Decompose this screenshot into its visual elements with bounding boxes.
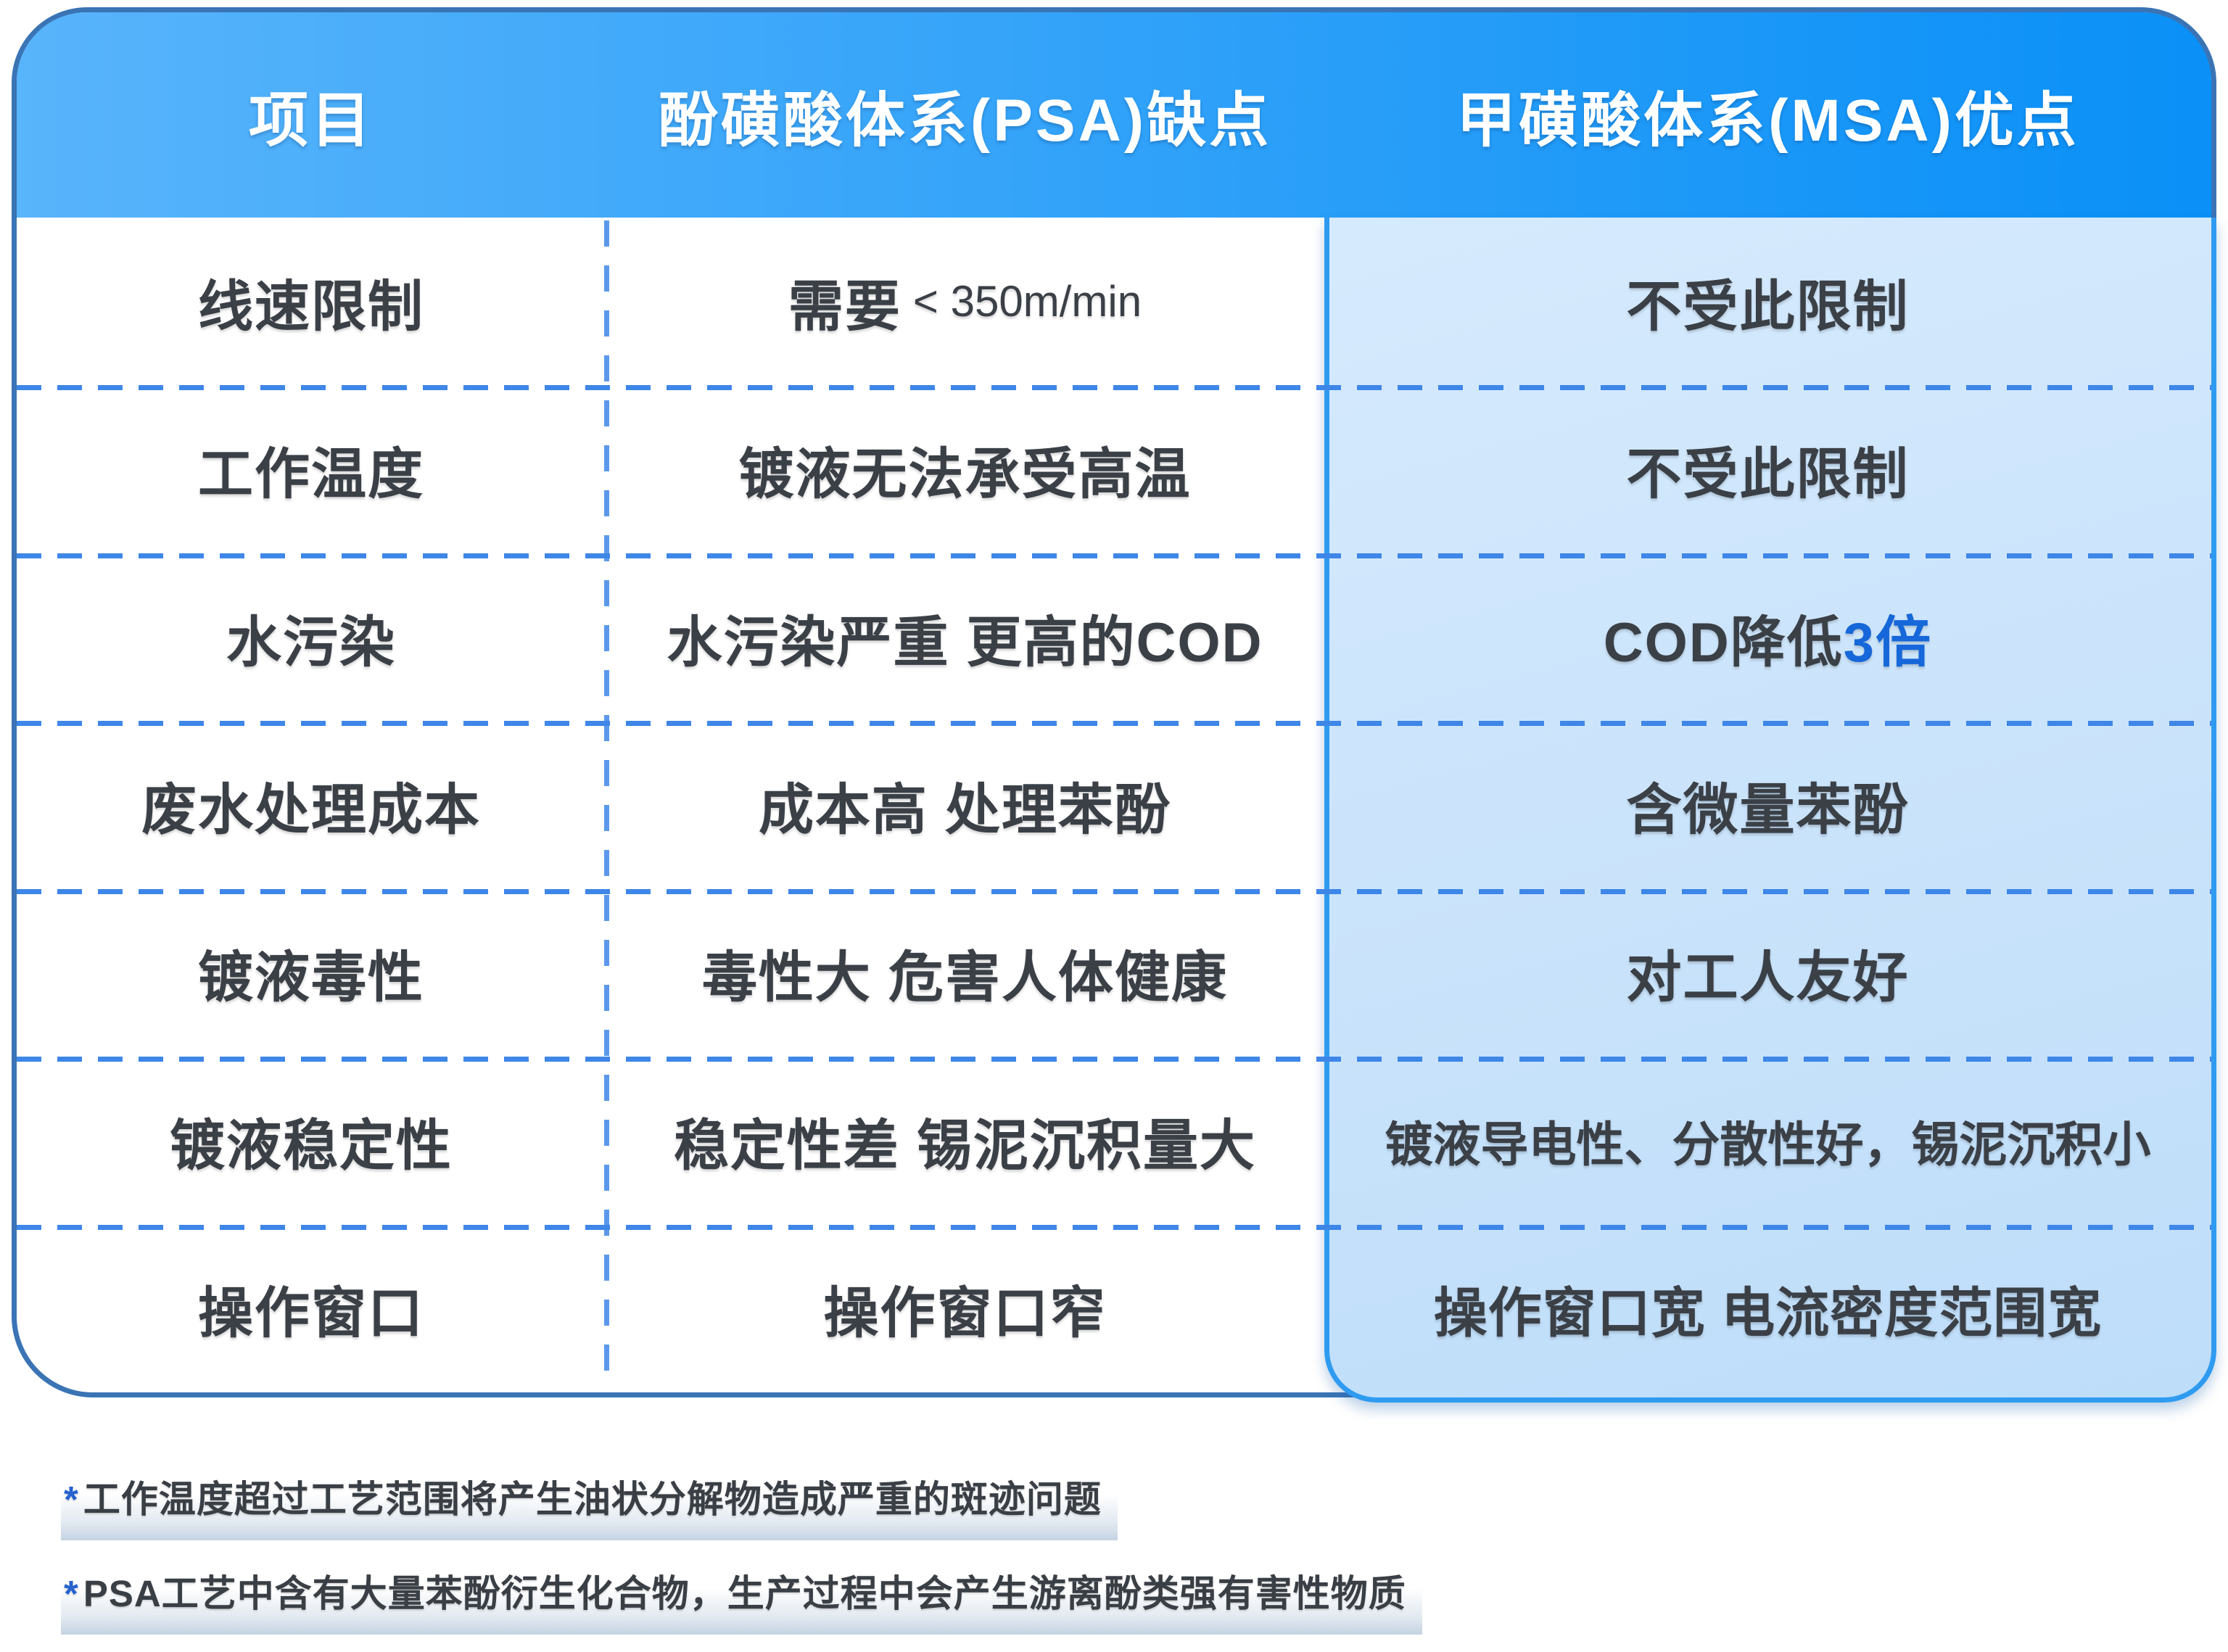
table-header-row: 项目 酚磺酸体系(PSA)缺点 甲磺酸体系(MSA)优点 bbox=[17, 12, 2211, 218]
msa-cell: COD降低 3倍 bbox=[1603, 611, 1933, 674]
table-row: 镀液稳定性 稳定性差 锡泥沉积量大 镀液导电性、分散性好，锡泥沉积小 bbox=[17, 1057, 2211, 1225]
row-item-label: 操作窗口 bbox=[198, 1283, 424, 1345]
table-row: 水污染 水污染严重 更高的COD COD降低 3倍 bbox=[17, 553, 2211, 722]
header-cell-item: 项目 bbox=[248, 88, 374, 154]
table-row: 废水处理成本 成本高 处理苯酚 含微量苯酚 bbox=[17, 721, 2211, 889]
psa-cell: 镀液无法承受高温 bbox=[738, 444, 1192, 506]
psa-cell: 稳定性差 锡泥沉积量大 bbox=[673, 1115, 1257, 1177]
msa-cell: 含微量苯酚 bbox=[1626, 779, 1910, 841]
footnote-psa-phenol: * PSA工艺中含有大量苯酚衍生化合物，生产过程中会产生游离酚类强有害性物质 bbox=[61, 1558, 1422, 1635]
footnote-text: PSA工艺中含有大量苯酚衍生化合物，生产过程中会产生游离酚类强有害性物质 bbox=[83, 1573, 1406, 1614]
asterisk-marker: * bbox=[64, 1479, 79, 1520]
comparison-table: 项目 酚磺酸体系(PSA)缺点 甲磺酸体系(MSA)优点 线速限制 需要 < 35… bbox=[12, 7, 2216, 1403]
msa-cell: 镀液导电性、分散性好，锡泥沉积小 bbox=[1385, 1117, 2151, 1171]
header-cell-msa: 甲磺酸体系(MSA)优点 bbox=[1456, 88, 2079, 154]
psa-cell: 需要 < 350m/min bbox=[788, 276, 1142, 338]
row-item-label: 工作温度 bbox=[198, 444, 424, 506]
row-item-label: 镀液稳定性 bbox=[170, 1115, 453, 1177]
row-item-label: 线速限制 bbox=[198, 276, 424, 338]
table-body: 线速限制 需要 < 350m/min 不受此限制 工作温度 镀液无法承受高温 不受… bbox=[17, 218, 2216, 1403]
footnote-temperature: * 工作温度超过工艺范围将产生油状分解物造成严重的斑迹问题 bbox=[61, 1463, 1422, 1540]
msa-cell: 不受此限制 bbox=[1626, 276, 1910, 338]
table-row: 工作温度 镀液无法承受高温 不受此限制 bbox=[17, 385, 2211, 553]
footnote-text-line: * 工作温度超过工艺范围将产生油状分解物造成严重的斑迹问题 bbox=[61, 1463, 1118, 1540]
table-row: 线速限制 需要 < 350m/min 不受此限制 bbox=[17, 218, 2211, 385]
psa-cell: 成本高 处理苯酚 bbox=[758, 779, 1172, 841]
table-row: 操作窗口 操作窗口窄 操作窗口宽 电流密度范围宽 bbox=[17, 1224, 2211, 1392]
table-row: 镀液毒性 毒性大 危害人体健康 对工人友好 bbox=[17, 888, 2211, 1057]
asterisk-marker: * bbox=[64, 1573, 79, 1614]
footnote-text: 工作温度超过工艺范围将产生油状分解物造成严重的斑迹问题 bbox=[83, 1479, 1102, 1520]
msa-cell: 不受此限制 bbox=[1626, 444, 1910, 506]
psa-cell: 毒性大 危害人体健康 bbox=[701, 947, 1229, 1009]
row-item-label: 废水处理成本 bbox=[141, 779, 481, 841]
header-cell-psa: 酚磺酸体系(PSA)缺点 bbox=[658, 88, 1272, 154]
psa-cell: 水污染严重 更高的COD bbox=[667, 611, 1263, 674]
row-item-label: 水污染 bbox=[226, 611, 396, 674]
footnote-text-line: * PSA工艺中含有大量苯酚衍生化合物，生产过程中会产生游离酚类强有害性物质 bbox=[61, 1558, 1422, 1635]
table-rows: 线速限制 需要 < 350m/min 不受此限制 工作温度 镀液无法承受高温 不受… bbox=[17, 218, 2211, 1392]
msa-cell: 对工人友好 bbox=[1626, 947, 1910, 1009]
msa-cell: 操作窗口宽 电流密度范围宽 bbox=[1433, 1282, 2103, 1343]
footnotes: * 工作温度超过工艺范围将产生油状分解物造成严重的斑迹问题 * PSA工艺中含有大量… bbox=[61, 1463, 1422, 1652]
psa-cell: 操作窗口窄 bbox=[823, 1283, 1107, 1345]
row-item-label: 镀液毒性 bbox=[198, 947, 424, 1009]
